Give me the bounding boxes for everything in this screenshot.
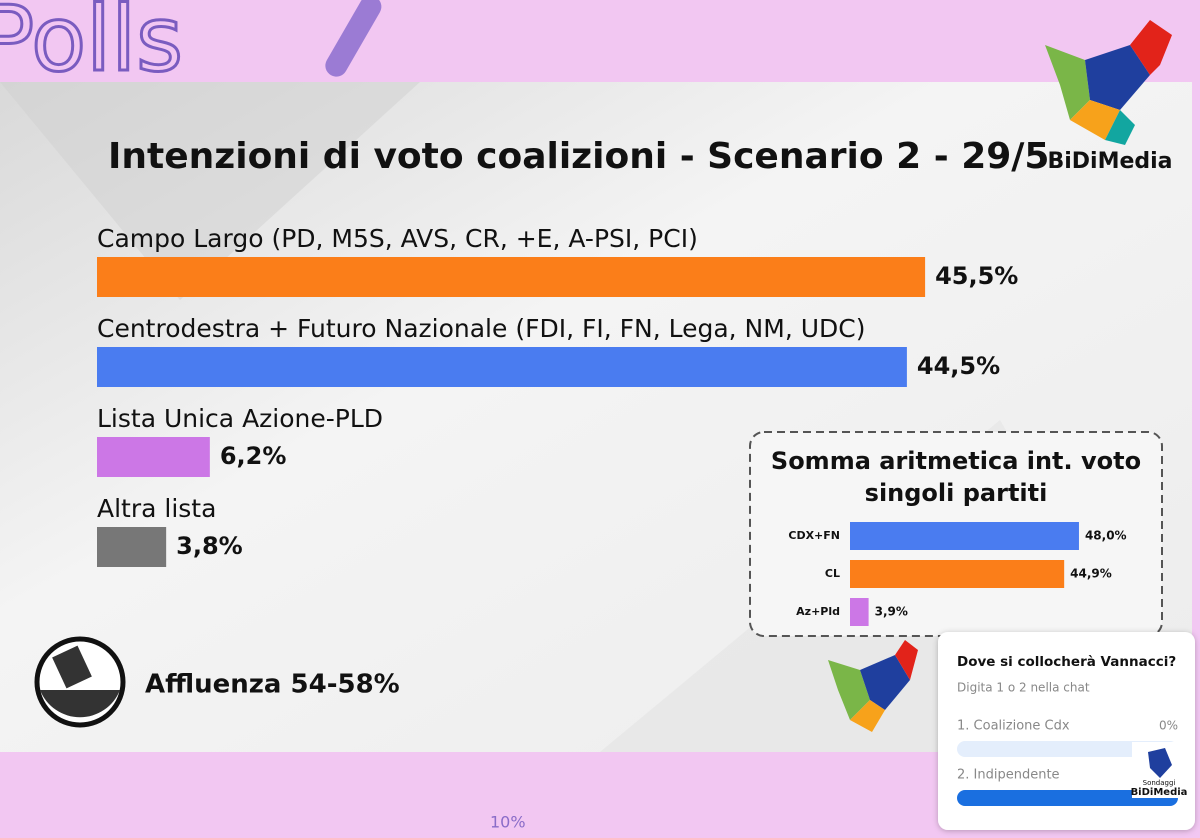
poll-option-percent: 0% [1159, 719, 1178, 733]
category-label: Centrodestra + Futuro Nazionale (FDI, FI… [97, 314, 865, 343]
inset-category-label: CL [825, 567, 840, 580]
bar [97, 347, 907, 387]
turnout: Affluenza 54-58% [145, 670, 400, 700]
poll-logo-text: BiDiMedia [1131, 787, 1188, 798]
poll-card [938, 632, 1195, 830]
chart-title: Intenzioni di voto coalizioni - Scenario… [108, 136, 1049, 177]
inset-bar [850, 522, 1079, 550]
turnout-icon-ballot [52, 645, 92, 689]
turnout-icon-fill [40, 690, 120, 718]
inset-value-label: 48,0% [1085, 529, 1127, 543]
poll-logo-text: Sondaggi [1143, 779, 1176, 787]
value-label: 6,2% [220, 442, 287, 470]
poll-question: Dove si collocherà Vannacci? [957, 654, 1176, 670]
inset-bar [850, 598, 869, 626]
inset-category-label: Az+Pld [796, 605, 840, 618]
logo: BiDiMedia [1047, 149, 1172, 174]
inset-category-label: CDX+FN [788, 529, 840, 542]
doodle-note: 10% [490, 813, 526, 832]
inset-title: Somma aritmetica int. voto singoli partit… [771, 447, 1141, 507]
category-label: Altra lista [97, 494, 216, 523]
poll-option-bar[interactable] [957, 741, 1178, 757]
value-label: 3,8% [176, 532, 243, 560]
poll-option-bar[interactable] [957, 790, 1178, 806]
poll-instruction: Digita 1 o 2 nella chat [957, 681, 1090, 695]
poll-option-label[interactable]: 2. Indipendente [957, 768, 1060, 783]
inset-value-label: 3,9% [875, 605, 908, 619]
inset-bar [850, 560, 1065, 588]
inset-title-line: singoli partiti [865, 479, 1048, 507]
poll-logo-icon [1148, 748, 1172, 778]
doodle-pen [325, 0, 382, 77]
bar [97, 257, 926, 297]
category-label: Lista Unica Azione-PLD [97, 404, 383, 433]
panel-facet [0, 82, 420, 300]
inset-value-label: 44,9% [1070, 567, 1112, 581]
value-label: 45,5% [935, 262, 1018, 290]
value-label: 44,5% [917, 352, 1000, 380]
inset-title-line: Somma aritmetica int. voto [771, 447, 1141, 475]
logo-icon-bottom [828, 640, 918, 732]
bar [97, 437, 210, 477]
bar [97, 527, 167, 567]
poll-option-label[interactable]: 1. Coalizione Cdx [957, 719, 1070, 734]
doodle: Polls [0, 0, 183, 92]
logo-icon [1045, 20, 1172, 145]
category-label: Campo Largo (PD, M5S, AVS, CR, +E, A-PSI… [97, 224, 698, 253]
